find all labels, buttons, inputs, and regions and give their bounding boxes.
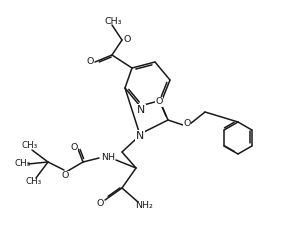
Text: N: N [136, 131, 144, 141]
Text: O: O [155, 97, 163, 106]
Text: O: O [61, 172, 69, 181]
Text: NH₂: NH₂ [135, 201, 153, 210]
Text: O: O [183, 118, 191, 127]
Text: NH: NH [101, 153, 115, 163]
Text: O: O [123, 34, 131, 43]
Text: CH₃: CH₃ [15, 160, 31, 169]
Text: O: O [96, 198, 104, 207]
Text: O: O [86, 58, 94, 67]
Text: O: O [70, 143, 78, 152]
Text: CH₃: CH₃ [22, 142, 38, 151]
Text: CH₃: CH₃ [26, 177, 42, 186]
Text: CH₃: CH₃ [104, 17, 122, 25]
Text: N: N [137, 105, 145, 115]
